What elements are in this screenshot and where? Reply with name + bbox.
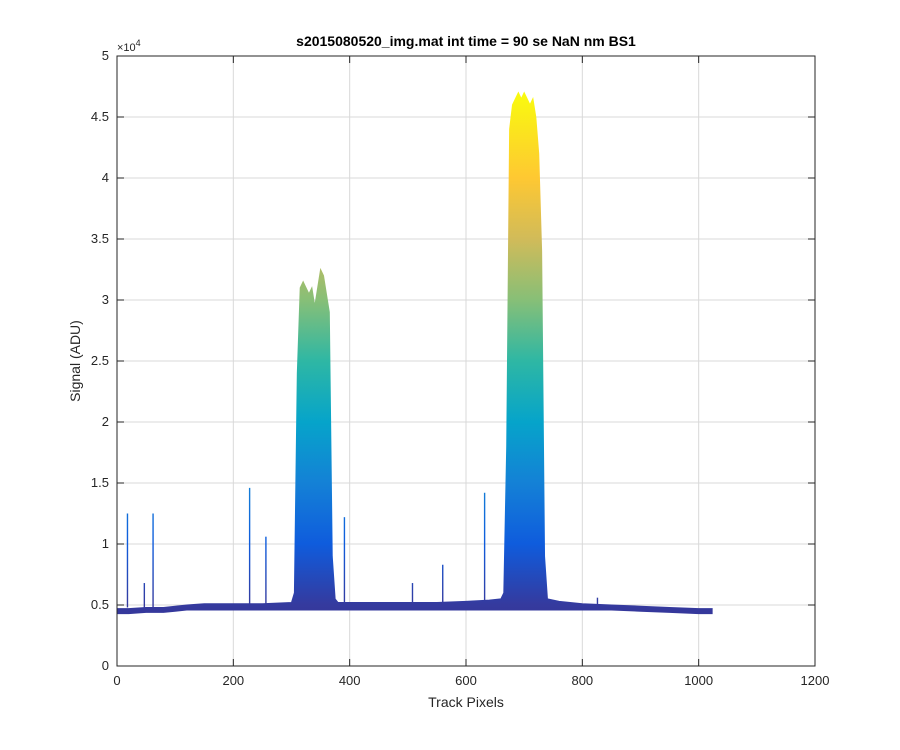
y-exponent-base: ×10: [117, 42, 136, 54]
y-tick-label: 1: [102, 536, 109, 551]
x-tick-label: 600: [455, 673, 477, 688]
y-tick-label: 0.5: [91, 597, 109, 612]
y-tick-labels: 0 0.5 1 1.5 2 2.5 3 3.5 4 4.5 5: [91, 48, 109, 673]
y-tick-label: 4: [102, 170, 109, 185]
y-tick-label: 1.5: [91, 475, 109, 490]
y-tick-label: 5: [102, 48, 109, 63]
y-exponent-power: 4: [136, 38, 141, 48]
chart-title: s2015080520_img.mat int time = 90 se NaN…: [296, 33, 636, 49]
x-tick-label: 400: [339, 673, 361, 688]
x-tick-label: 0: [113, 673, 120, 688]
y-tick-label: 0: [102, 658, 109, 673]
ticks: [116, 55, 816, 667]
x-tick-label: 800: [571, 673, 593, 688]
x-axis-title: Track Pixels: [428, 694, 504, 710]
series-group: [117, 91, 713, 615]
y-tick-label: 2: [102, 414, 109, 429]
y-tick-label: 2.5: [91, 353, 109, 368]
y-axis-title: Signal (ADU): [67, 320, 83, 402]
y-tick-label: 3: [102, 292, 109, 307]
signal-edge-0: [117, 91, 713, 610]
y-tick-label: 4.5: [91, 109, 109, 124]
x-tick-label: 1000: [684, 673, 713, 688]
y-exponent-label: ×104: [117, 38, 141, 54]
x-tick-label: 1200: [801, 673, 830, 688]
x-tick-labels: 0 200 400 600 800 1000 1200: [113, 673, 829, 688]
y-tick-label: 3.5: [91, 231, 109, 246]
x-tick-label: 200: [222, 673, 244, 688]
